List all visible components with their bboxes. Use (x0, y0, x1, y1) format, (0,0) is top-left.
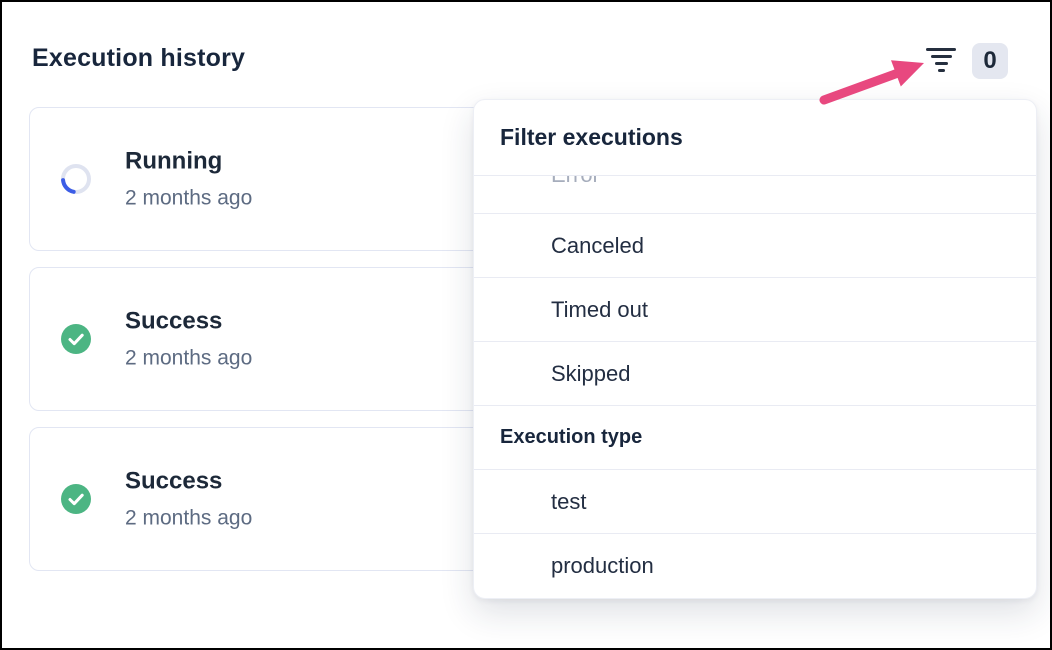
execution-status: Success (125, 307, 223, 335)
check-circle-icon (61, 324, 91, 354)
filter-icon-bar (926, 48, 956, 51)
check-circle-icon (61, 484, 91, 514)
filter-option-production[interactable]: production (551, 553, 654, 578)
filter-option-canceled[interactable]: Canceled (474, 214, 1036, 278)
execution-card-text: Success 2 months ago (125, 468, 252, 531)
filter-icon-bar (934, 62, 948, 65)
spinner-icon (61, 164, 91, 194)
filter-option-skipped[interactable]: Skipped (474, 342, 1036, 406)
filter-section-execution-type: Execution type (474, 406, 1036, 470)
filter-icon-bar (937, 69, 945, 72)
filter-count-badge: 0 (972, 43, 1008, 79)
execution-status: Running (125, 147, 223, 175)
execution-timestamp: 2 months ago (125, 186, 253, 210)
execution-card-text: Success 2 months ago (125, 308, 252, 371)
filter-option-timed-out[interactable]: Timed out (474, 278, 1036, 342)
filter-executions-menu: Filter executions Error Canceled Timed o… (473, 99, 1037, 599)
page-title: Execution history (32, 44, 246, 72)
execution-card-text: Running 2 months ago (125, 148, 252, 211)
filter-icon-bar (930, 55, 952, 58)
execution-timestamp: 2 months ago (125, 506, 253, 530)
filter-option-test[interactable]: test (474, 470, 1036, 534)
filter-menu-title: Filter executions (474, 100, 1036, 176)
filter-icon[interactable] (922, 44, 960, 76)
execution-timestamp: 2 months ago (125, 346, 253, 370)
execution-status: Success (125, 467, 223, 495)
filter-option-error[interactable]: Error (474, 176, 1036, 214)
filter-option-label: Error (551, 176, 600, 190)
